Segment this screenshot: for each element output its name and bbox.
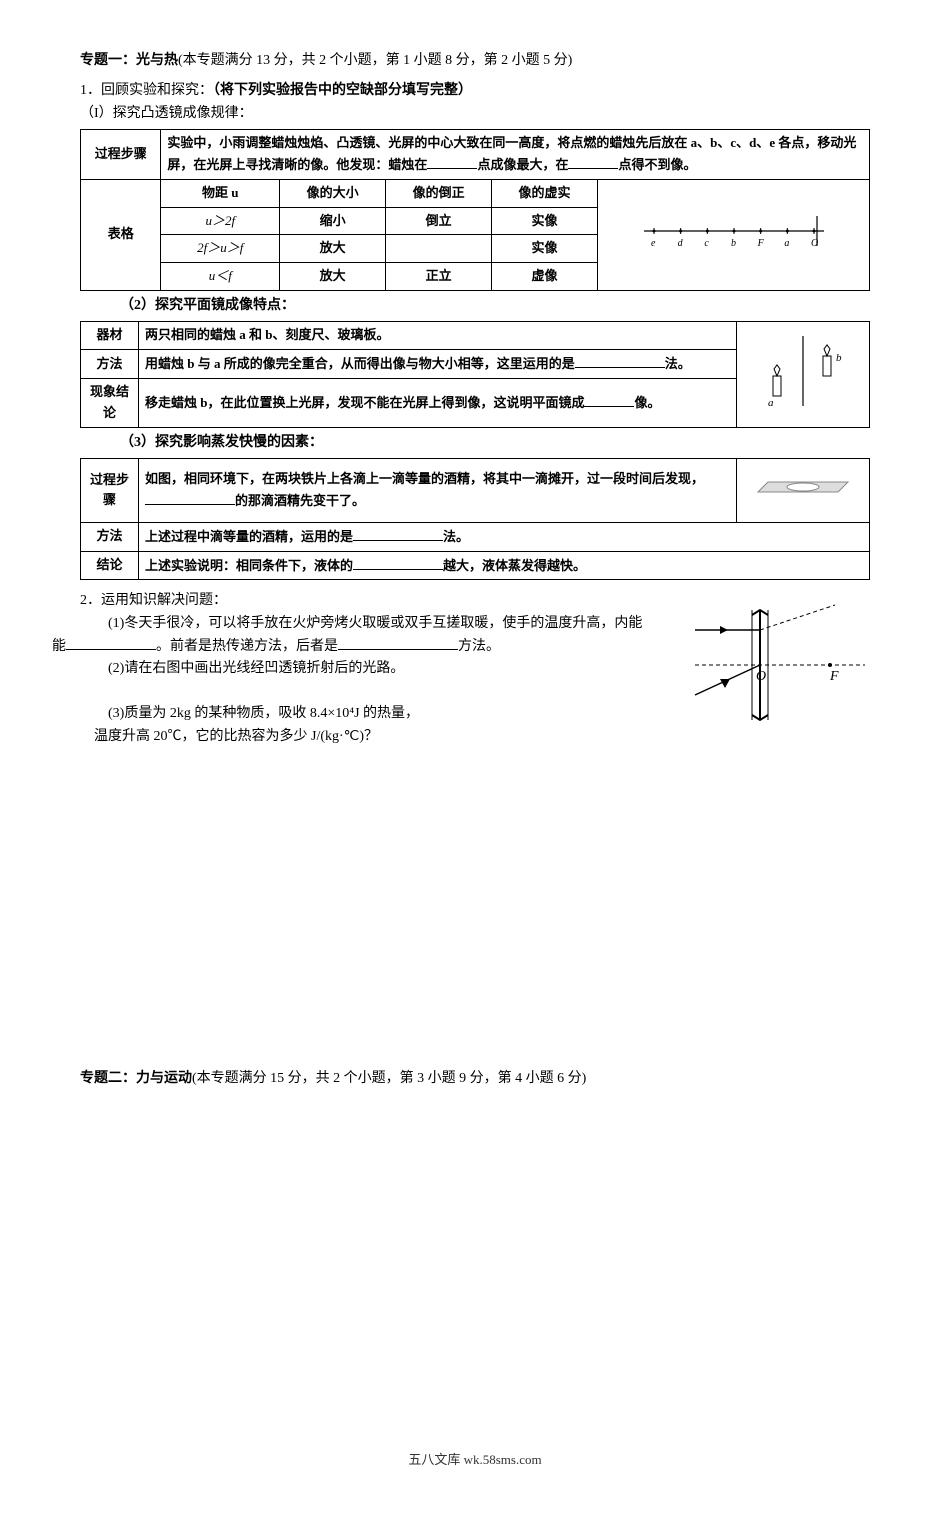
r2-label: 现象结论: [81, 378, 139, 427]
svg-text:a: a: [768, 397, 774, 409]
svg-text:F: F: [829, 669, 839, 684]
q1-text: 1．回顾实验和探究：: [80, 83, 213, 98]
svg-text:c: c: [704, 238, 709, 249]
proc-cell: 实验中，小雨调整蜡烛烛焰、凸透镜、光屏的中心大致在同一高度，将点燃的蜡烛先后放在…: [161, 130, 870, 180]
topic1-score: (本专题满分 13 分，共 2 个小题，第 1 小题 8 分，第 2 小题 5 …: [178, 53, 572, 68]
svg-text:O: O: [756, 669, 766, 684]
e3-method-cell: 上述过程中滴等量的酒精，运用的是法。: [139, 522, 870, 551]
r0-label: 器材: [81, 322, 139, 350]
sub1: （I）探究凸透镜成像规律：: [80, 103, 870, 125]
mirror-diagram: a b: [737, 322, 870, 427]
table-label: 表格: [81, 179, 161, 290]
e3-proc-cell: 如图，相同环境下，在两块铁片上各滴上一滴等量的酒精，将其中一滴摊开，过一段时间后…: [139, 458, 737, 522]
sub2: （2）探究平面镜成像特点：: [120, 295, 870, 317]
q1-line: 1．回顾实验和探究：（将下列实验报告中的空缺部分填写完整）: [80, 80, 870, 102]
svg-text:F: F: [756, 238, 764, 249]
plate-diagram: [737, 458, 870, 522]
h2: 像的倒正: [386, 179, 492, 207]
proc-label: 过程步骤: [81, 130, 161, 180]
topic2-score: (本专题满分 15 分，共 2 个小题，第 3 小题 9 分，第 4 小题 6 …: [192, 1071, 586, 1086]
svg-text:d: d: [677, 238, 683, 249]
r1-cell: 用蜡烛 b 与 a 所成的像完全重合，从而得出像与物大小相等，这里运用的是法。: [139, 350, 737, 379]
q2-block: 2．运用知识解决问题： (1)冬天手很冷，可以将手放在火炉旁烤火取暖或双手互搓取…: [80, 590, 870, 748]
concave-lens-diagram: O F: [690, 600, 870, 730]
q1-bold: （将下列实验报告中的空缺部分填写完整）: [213, 83, 472, 98]
r2-cell: 移走蜡烛 b，在此位置换上光屏，发现不能在光屏上得到像，这说明平面镜成像。: [139, 378, 737, 427]
e3-concl-label: 结论: [81, 551, 139, 580]
h1: 像的大小: [280, 179, 386, 207]
h0: 物距 u: [161, 179, 280, 207]
svg-text:a: a: [784, 238, 789, 249]
exp3-table: 过程步骤 如图，相同环境下，在两块铁片上各滴上一滴等量的酒精，将其中一滴摊开，过…: [80, 458, 870, 580]
e3-method-label: 方法: [81, 522, 139, 551]
topic1-header: 专题一：光与热(本专题满分 13 分，共 2 个小题，第 1 小题 8 分，第 …: [80, 50, 870, 72]
sub3: （3）探究影响蒸发快慢的因素：: [120, 432, 870, 454]
page-footer: 五八文库 wk.58sms.com: [80, 1450, 870, 1471]
exp1-table: 过程步骤 实验中，小雨调整蜡烛烛焰、凸透镜、光屏的中心大致在同一高度，将点燃的蜡…: [80, 129, 870, 291]
topic2-header: 专题二：力与运动(本专题满分 15 分，共 2 个小题，第 3 小题 9 分，第…: [80, 1068, 870, 1090]
h3: 像的虚实: [492, 179, 598, 207]
topic1-title: 专题一：光与热: [80, 53, 178, 68]
svg-text:b: b: [731, 238, 736, 249]
svg-text:b: b: [836, 352, 842, 364]
e3-concl-cell: 上述实验说明：相同条件下，液体的越大，液体蒸发得越快。: [139, 551, 870, 580]
e3-proc-label: 过程步骤: [81, 458, 139, 522]
proc-text: 实验中，小雨调整蜡烛烛焰、凸透镜、光屏的中心大致在同一高度，将点燃的蜡烛先后放在…: [167, 135, 856, 172]
exp2-table: 器材 两只相同的蜡烛 a 和 b、刻度尺、玻璃板。 a b 方法 用蜡烛 b 与…: [80, 321, 870, 427]
axis-diagram: edcbFaO: [598, 179, 870, 290]
topic2-title: 专题二：力与运动: [80, 1071, 192, 1086]
svg-text:e: e: [651, 238, 656, 249]
r0-text: 两只相同的蜡烛 a 和 b、刻度尺、玻璃板。: [139, 322, 737, 350]
r1-label: 方法: [81, 350, 139, 379]
